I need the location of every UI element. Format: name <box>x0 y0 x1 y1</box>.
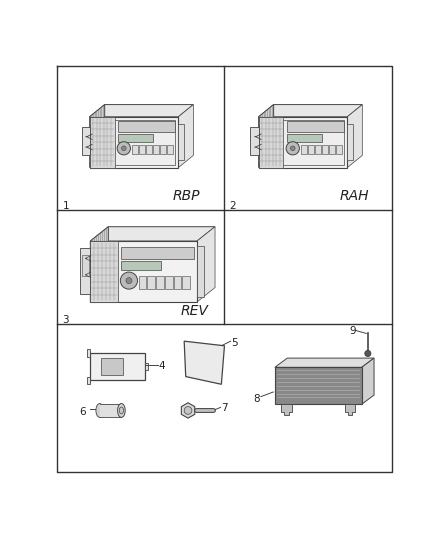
Bar <box>147 276 155 288</box>
Bar <box>146 145 152 154</box>
Polygon shape <box>90 117 178 167</box>
Polygon shape <box>197 246 204 297</box>
Text: 2: 2 <box>229 201 236 211</box>
Bar <box>101 358 123 375</box>
Ellipse shape <box>119 407 124 414</box>
Circle shape <box>117 142 131 155</box>
Bar <box>160 145 166 154</box>
Circle shape <box>365 350 371 357</box>
Polygon shape <box>90 227 215 241</box>
Polygon shape <box>87 349 90 357</box>
Bar <box>121 247 194 259</box>
Polygon shape <box>275 358 374 367</box>
Polygon shape <box>90 104 105 167</box>
Text: 4: 4 <box>159 361 165 371</box>
Polygon shape <box>90 227 108 302</box>
Polygon shape <box>345 405 356 415</box>
Bar <box>118 121 175 132</box>
Text: RAH: RAH <box>340 189 369 203</box>
Text: 6: 6 <box>80 407 86 417</box>
Bar <box>329 145 335 154</box>
Polygon shape <box>251 127 258 155</box>
Text: 7: 7 <box>221 403 228 413</box>
Polygon shape <box>347 124 353 160</box>
Bar <box>315 145 321 154</box>
Bar <box>183 276 190 288</box>
Bar <box>100 403 121 417</box>
Polygon shape <box>181 403 195 418</box>
Polygon shape <box>90 353 145 381</box>
Polygon shape <box>87 377 90 384</box>
Text: 8: 8 <box>253 393 260 403</box>
Circle shape <box>184 407 192 414</box>
Polygon shape <box>281 405 292 415</box>
Bar <box>156 276 164 288</box>
Bar <box>138 276 146 288</box>
Bar <box>301 145 307 154</box>
Bar <box>286 134 322 142</box>
Polygon shape <box>262 120 344 165</box>
Circle shape <box>286 142 300 155</box>
Polygon shape <box>258 104 362 117</box>
Polygon shape <box>258 104 274 167</box>
Polygon shape <box>80 248 90 294</box>
Polygon shape <box>362 358 374 405</box>
Circle shape <box>290 146 295 151</box>
Bar <box>153 145 159 154</box>
Bar <box>286 121 344 132</box>
Polygon shape <box>197 227 215 302</box>
Polygon shape <box>90 241 118 302</box>
Polygon shape <box>90 241 197 302</box>
Ellipse shape <box>117 403 125 417</box>
Bar <box>139 145 145 154</box>
Circle shape <box>120 272 138 289</box>
Text: RBP: RBP <box>173 189 200 203</box>
Bar <box>322 145 328 154</box>
Polygon shape <box>178 124 184 160</box>
Bar <box>165 276 173 288</box>
Polygon shape <box>90 104 193 117</box>
Polygon shape <box>258 117 283 167</box>
Bar <box>336 145 342 154</box>
Bar <box>167 145 173 154</box>
Bar <box>132 145 138 154</box>
Circle shape <box>126 278 132 284</box>
Text: 5: 5 <box>231 338 238 348</box>
Polygon shape <box>178 104 193 167</box>
Text: 1: 1 <box>63 201 69 211</box>
Text: 9: 9 <box>349 326 356 336</box>
Circle shape <box>121 146 126 151</box>
Text: REV: REV <box>180 304 208 318</box>
Polygon shape <box>347 104 362 167</box>
Bar <box>275 367 362 405</box>
Bar <box>308 145 314 154</box>
Polygon shape <box>81 127 90 155</box>
Polygon shape <box>258 117 347 167</box>
Bar <box>118 134 153 142</box>
Bar <box>82 255 89 276</box>
Text: 3: 3 <box>63 315 69 325</box>
Polygon shape <box>184 341 224 384</box>
Polygon shape <box>145 363 148 370</box>
Ellipse shape <box>96 403 103 417</box>
Bar <box>121 261 161 270</box>
Bar <box>174 276 181 288</box>
Polygon shape <box>93 120 175 165</box>
Polygon shape <box>90 117 114 167</box>
